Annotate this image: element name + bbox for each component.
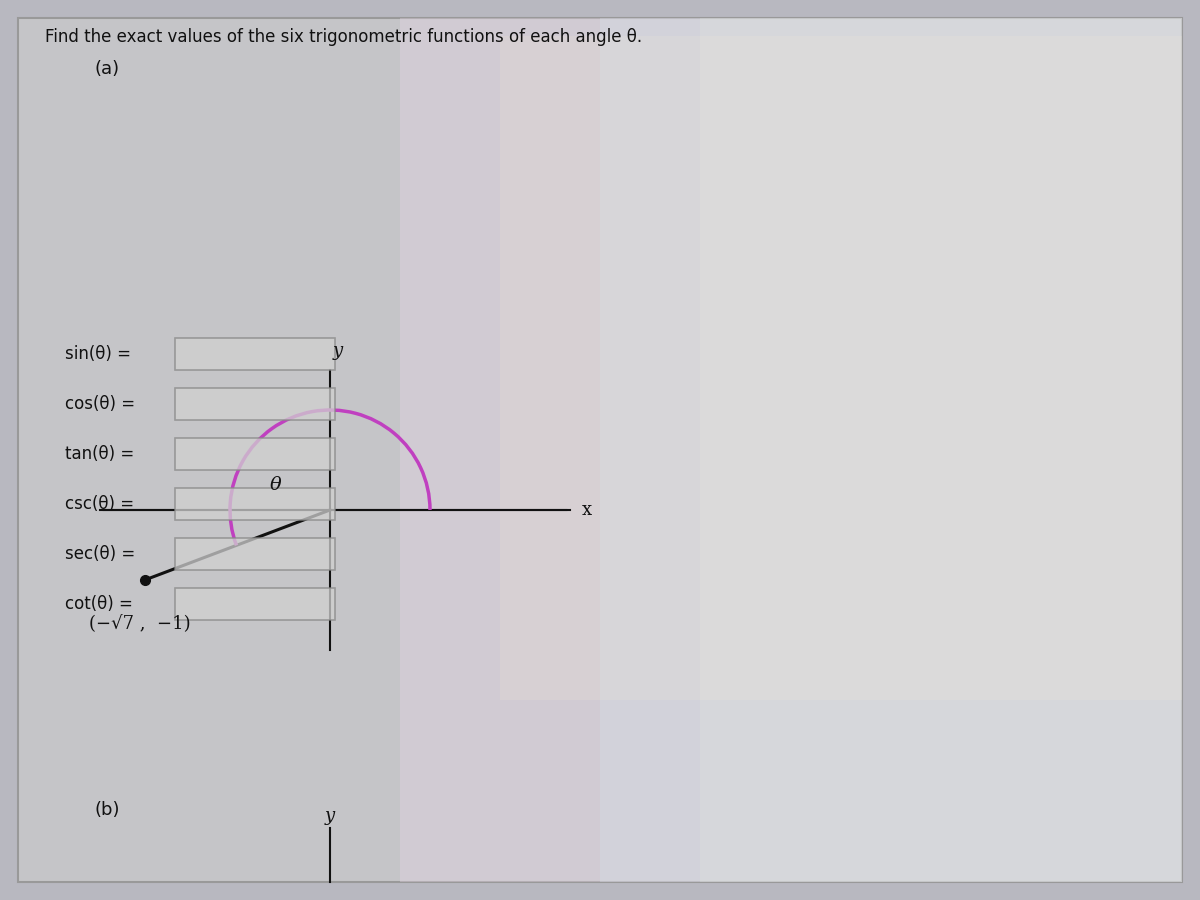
FancyBboxPatch shape bbox=[600, 18, 1182, 882]
FancyBboxPatch shape bbox=[500, 36, 1182, 700]
FancyBboxPatch shape bbox=[175, 438, 335, 470]
Text: x: x bbox=[582, 501, 592, 519]
Text: sec(θ) =: sec(θ) = bbox=[65, 545, 136, 563]
FancyBboxPatch shape bbox=[175, 538, 335, 570]
Text: (a): (a) bbox=[95, 60, 120, 78]
Text: cos(θ) =: cos(θ) = bbox=[65, 395, 136, 413]
Text: (−√7 ,  −1): (−√7 , −1) bbox=[89, 615, 191, 633]
Text: y: y bbox=[325, 807, 335, 825]
Text: cot(θ) =: cot(θ) = bbox=[65, 595, 133, 613]
Text: y: y bbox=[332, 342, 343, 360]
Text: θ: θ bbox=[270, 475, 282, 493]
Text: (b): (b) bbox=[95, 801, 120, 819]
Text: Find the exact values of the six trigonometric functions of each angle θ.: Find the exact values of the six trigono… bbox=[46, 28, 642, 46]
FancyBboxPatch shape bbox=[175, 488, 335, 520]
Text: tan(θ) =: tan(θ) = bbox=[65, 445, 134, 463]
FancyBboxPatch shape bbox=[400, 18, 1182, 882]
FancyBboxPatch shape bbox=[175, 338, 335, 370]
FancyBboxPatch shape bbox=[700, 18, 1182, 882]
FancyBboxPatch shape bbox=[18, 18, 1182, 882]
Text: sin(θ) =: sin(θ) = bbox=[65, 345, 131, 363]
Text: csc(θ) =: csc(θ) = bbox=[65, 495, 134, 513]
FancyBboxPatch shape bbox=[175, 588, 335, 620]
FancyBboxPatch shape bbox=[175, 388, 335, 420]
